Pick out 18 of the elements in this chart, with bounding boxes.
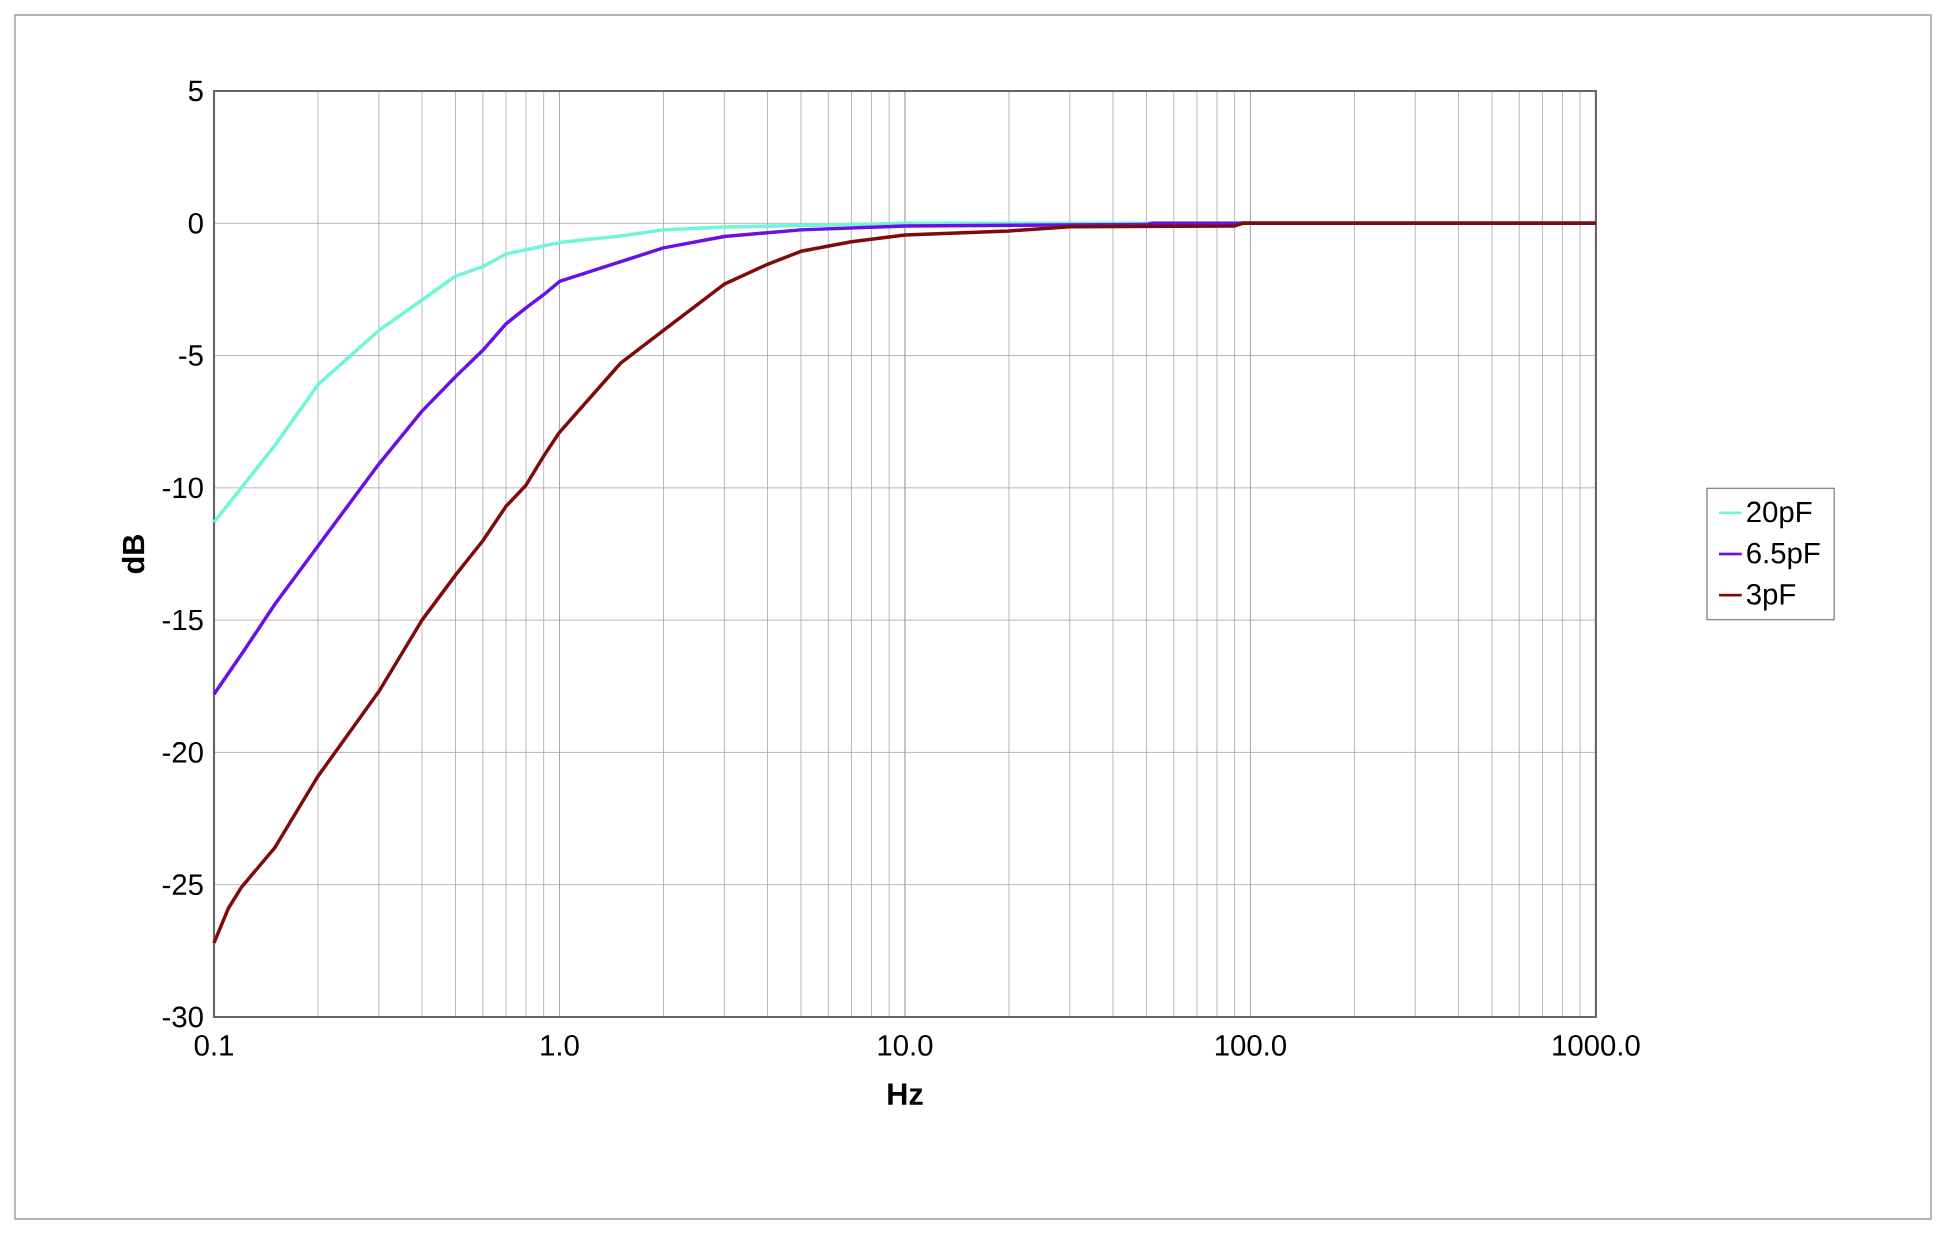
x-tick-label: 0.1 [194, 1035, 233, 1056]
y-tick-label: 0 [188, 212, 203, 234]
y-tick-label: -10 [162, 477, 203, 499]
y-tick-label: -15 [162, 609, 203, 631]
y-tick-label: -25 [162, 874, 203, 896]
legend-label: 6.5pF [1747, 542, 1820, 570]
y-tick-label: -30 [162, 1006, 203, 1028]
y-axis-title: dB [121, 534, 145, 574]
legend-label: 3pF [1746, 583, 1796, 611]
x-tick-label: 1.0 [541, 1035, 579, 1056]
legend-label: 20pF [1747, 501, 1812, 529]
x-tick-label: 1000.0 [1553, 1035, 1640, 1056]
x-tick-label: 10.0 [878, 1035, 933, 1056]
y-tick-label: -5 [179, 345, 203, 366]
x-tick-label: 100.0 [1215, 1035, 1286, 1056]
x-axis-title: Hz [888, 1083, 923, 1105]
y-tick-label: 5 [188, 80, 203, 102]
y-tick-label: -20 [162, 742, 203, 763]
